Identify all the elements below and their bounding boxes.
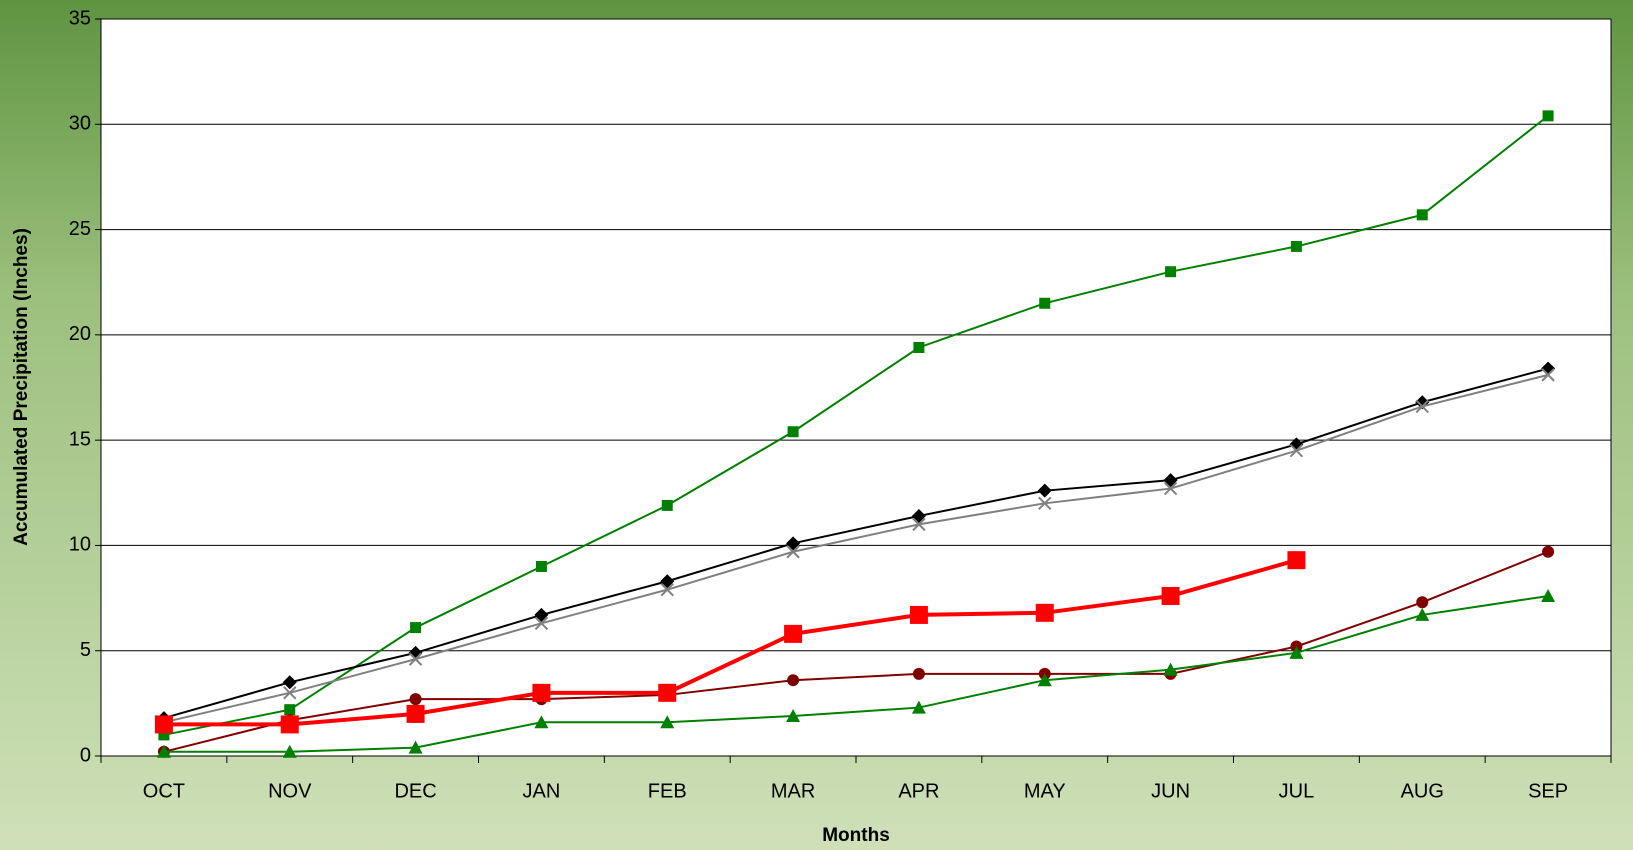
marker: [282, 675, 297, 690]
marker: [1161, 586, 1180, 605]
x-tick-label: JUN: [1151, 780, 1190, 802]
x-tick-label: MAR: [771, 780, 815, 802]
marker: [1541, 588, 1556, 602]
marker: [534, 607, 549, 622]
marker: [1038, 496, 1052, 511]
marker: [661, 499, 673, 511]
marker: [1163, 473, 1178, 488]
x-tick-label: OCT: [143, 780, 185, 802]
y-tick-label: 15: [69, 428, 91, 450]
marker: [660, 574, 675, 589]
series-line: [163, 594, 1549, 753]
marker: [1289, 645, 1304, 659]
marker: [408, 652, 423, 666]
plot-area: [101, 19, 1611, 756]
marker: [1541, 368, 1555, 382]
marker: [154, 715, 173, 734]
marker: [786, 536, 801, 551]
marker: [1165, 266, 1177, 278]
marker: [660, 582, 674, 597]
marker: [1037, 483, 1052, 498]
marker: [1416, 596, 1429, 609]
marker: [532, 683, 551, 702]
marker: [658, 683, 677, 702]
marker: [1163, 481, 1178, 496]
marker: [406, 704, 425, 723]
marker: [284, 704, 296, 716]
marker: [912, 517, 926, 532]
y-tick-label: 0: [80, 744, 91, 766]
marker: [786, 708, 801, 722]
marker: [1287, 551, 1306, 570]
y-tick-label: 10: [69, 534, 91, 556]
y-tick-label: 30: [69, 113, 91, 135]
marker: [1039, 297, 1051, 309]
marker: [787, 426, 799, 438]
marker: [1290, 240, 1302, 252]
series-line: [163, 115, 1549, 736]
x-tick-label: JUL: [1279, 780, 1315, 802]
marker: [912, 667, 925, 680]
y-tick-label: 5: [80, 639, 91, 661]
marker: [1542, 110, 1554, 122]
marker: [784, 624, 803, 643]
x-tick-label: NOV: [268, 780, 312, 802]
marker: [534, 715, 549, 729]
x-tick-label: APR: [898, 780, 939, 802]
marker: [1416, 209, 1428, 221]
marker: [410, 622, 422, 634]
marker: [911, 700, 926, 714]
marker: [534, 616, 549, 631]
x-tick-label: DEC: [394, 780, 436, 802]
marker: [1035, 603, 1054, 622]
marker: [1415, 399, 1429, 414]
marker: [282, 744, 297, 758]
y-tick-label: 25: [69, 218, 91, 240]
marker: [280, 715, 299, 734]
marker: [408, 740, 423, 754]
y-tick-label: 35: [69, 7, 91, 29]
series-line: [163, 550, 1549, 753]
marker: [1289, 443, 1304, 458]
marker: [787, 674, 800, 687]
x-tick-label: SEP: [1528, 780, 1568, 802]
marker: [1415, 607, 1430, 621]
x-tick-label: FEB: [648, 780, 687, 802]
x-tick-label: MAY: [1024, 780, 1066, 802]
x-tick-label: JAN: [523, 780, 561, 802]
x-tick-label: AUG: [1401, 780, 1444, 802]
marker: [660, 715, 675, 729]
marker: [158, 729, 170, 741]
series-line: [163, 373, 1549, 724]
marker: [786, 545, 800, 559]
marker: [1037, 673, 1052, 687]
marker: [911, 508, 926, 523]
marker: [535, 560, 547, 572]
marker: [409, 693, 422, 706]
marker: [909, 605, 928, 624]
y-axis-title: Accumulated Precipitation (Inches): [11, 228, 32, 546]
x-axis-title: Months: [822, 825, 890, 846]
series-line: [163, 367, 1549, 720]
marker: [283, 686, 297, 700]
series-line: [1170, 558, 1297, 598]
y-tick-label: 20: [69, 323, 91, 345]
marker: [156, 744, 171, 758]
marker: [913, 341, 925, 353]
marker: [1542, 545, 1555, 558]
marker: [1163, 662, 1178, 676]
